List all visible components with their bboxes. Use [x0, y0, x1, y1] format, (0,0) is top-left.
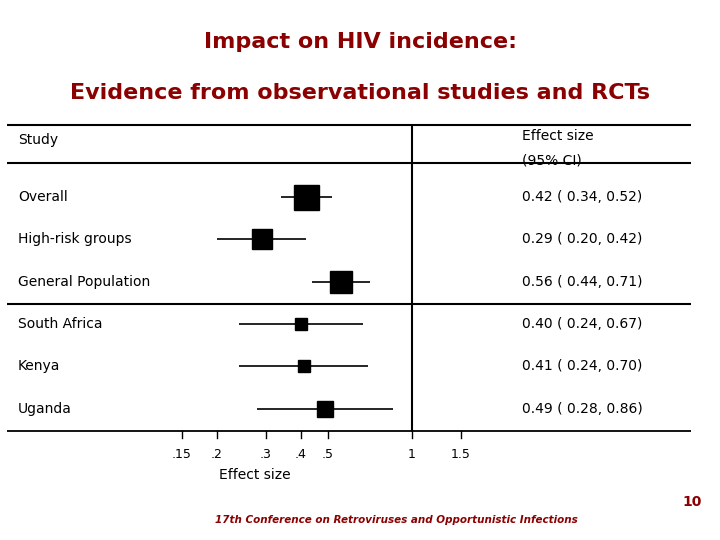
- Text: 0.41 ( 0.24, 0.70): 0.41 ( 0.24, 0.70): [522, 360, 642, 374]
- Text: 10: 10: [683, 495, 702, 509]
- Text: Study: Study: [18, 133, 58, 147]
- Text: 0.49 ( 0.28, 0.86): 0.49 ( 0.28, 0.86): [522, 402, 643, 416]
- Text: 0.42 ( 0.34, 0.52): 0.42 ( 0.34, 0.52): [522, 190, 642, 204]
- Text: 1.5: 1.5: [451, 448, 471, 461]
- Text: General Population: General Population: [18, 275, 150, 289]
- Text: 1: 1: [408, 448, 415, 461]
- Text: Overall: Overall: [18, 190, 68, 204]
- Text: Impact on HIV incidence:: Impact on HIV incidence:: [204, 31, 516, 52]
- Text: .2: .2: [211, 448, 222, 461]
- Text: High-risk groups: High-risk groups: [18, 233, 132, 246]
- Text: 17th Conference on Retroviruses and Opportunistic Infections: 17th Conference on Retroviruses and Oppo…: [215, 515, 577, 524]
- Text: Effect size: Effect size: [219, 468, 290, 482]
- Text: Effect size: Effect size: [522, 129, 593, 143]
- Text: South Africa: South Africa: [18, 317, 102, 331]
- Text: 0.29 ( 0.20, 0.42): 0.29 ( 0.20, 0.42): [522, 233, 642, 246]
- Text: 0.56 ( 0.44, 0.71): 0.56 ( 0.44, 0.71): [522, 275, 642, 289]
- Text: .15: .15: [172, 448, 192, 461]
- Text: .4: .4: [294, 448, 307, 461]
- Text: .5: .5: [322, 448, 333, 461]
- Text: 0.40 ( 0.24, 0.67): 0.40 ( 0.24, 0.67): [522, 317, 642, 331]
- Text: Evidence from observational studies and RCTs: Evidence from observational studies and …: [70, 83, 650, 103]
- Text: Kenya: Kenya: [18, 360, 60, 374]
- Text: .3: .3: [260, 448, 271, 461]
- Text: Uganda: Uganda: [18, 402, 72, 416]
- Text: (95% CI): (95% CI): [522, 153, 582, 167]
